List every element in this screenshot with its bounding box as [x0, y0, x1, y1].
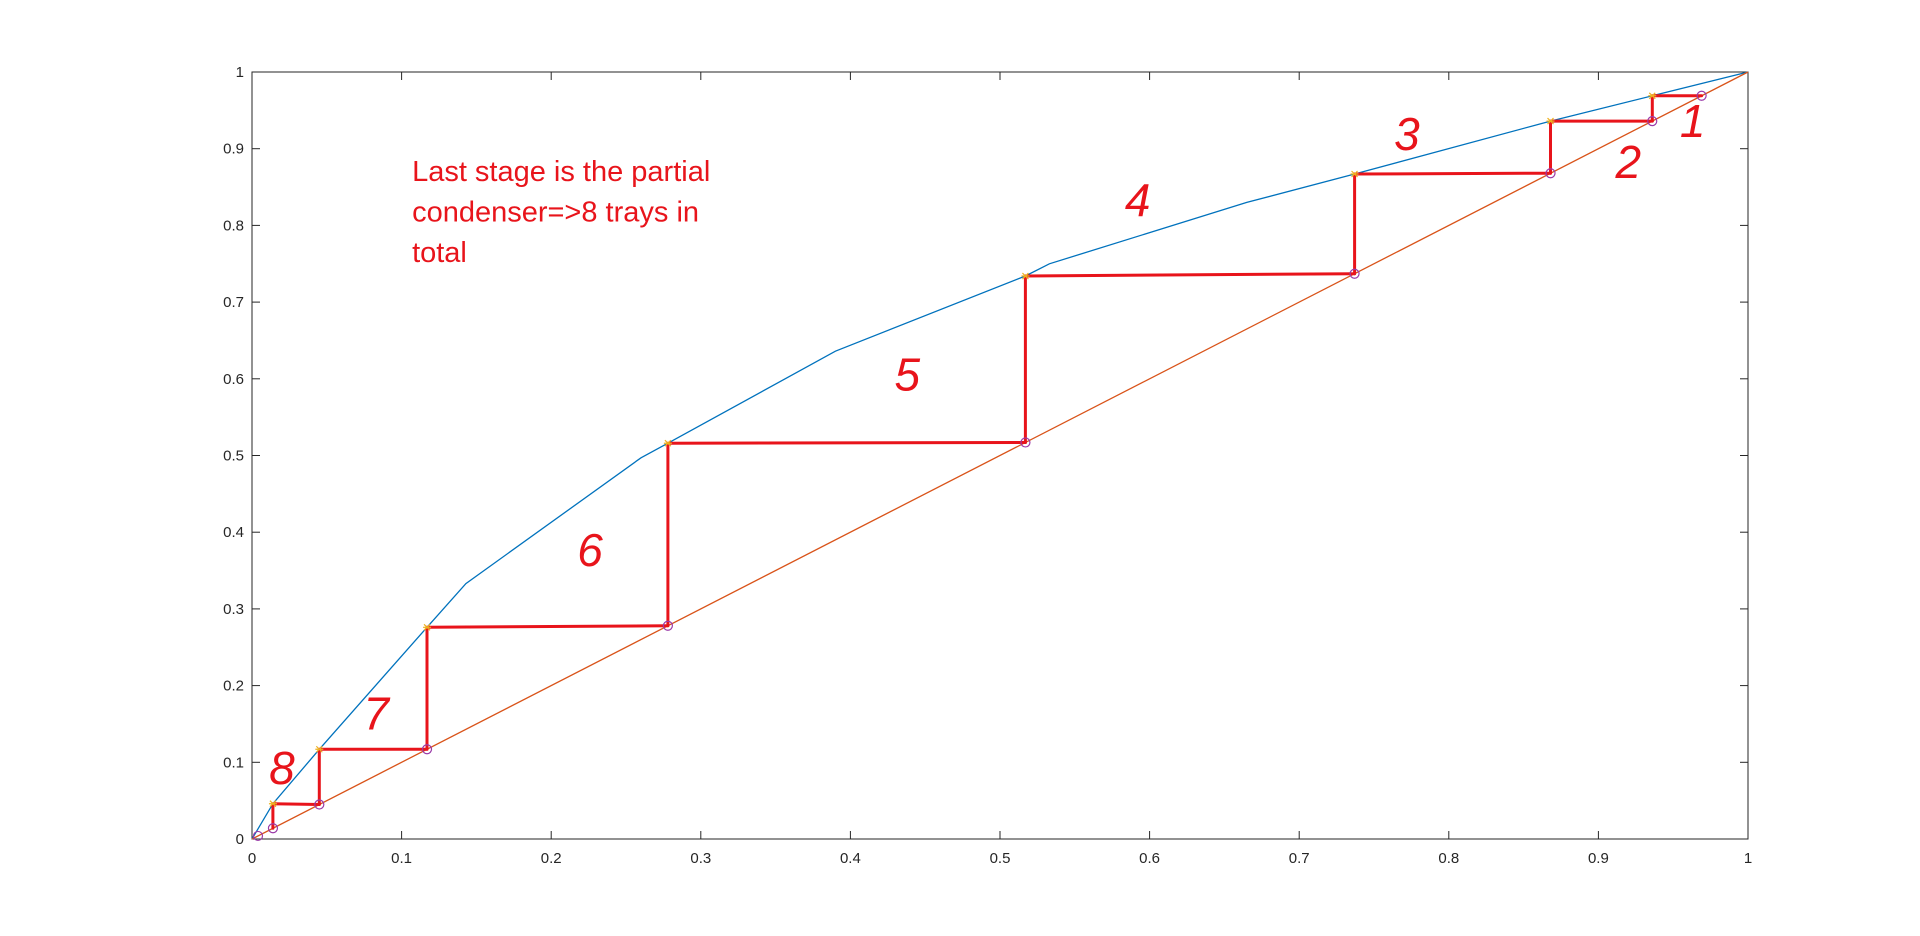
diagonal-circle-marker [314, 799, 325, 810]
diagonal-circle-marker [421, 744, 433, 755]
stage-number-label: 2 [1615, 136, 1642, 188]
stage-number-label: 7 [363, 687, 390, 739]
y-tick-label: 0.9 [223, 141, 244, 158]
diagonal-circle-marker [252, 830, 264, 842]
equilibrium-star-marker [1546, 117, 1555, 125]
diagonal-circle-marker [662, 620, 673, 631]
y-tick-label: 0.4 [223, 524, 244, 541]
stage-number-label: 5 [894, 348, 920, 400]
note-text-line: total [412, 237, 467, 269]
equilibrium-star-marker [663, 439, 672, 447]
note-text-line: Last stage is the partial [412, 156, 710, 188]
equilibrium-star-marker [1648, 92, 1657, 100]
stage-number-label: 3 [1394, 108, 1420, 160]
x-tick-label: 0.3 [690, 850, 711, 867]
data-series [251, 71, 1749, 840]
y-tick-label: 0.3 [223, 601, 244, 618]
x-tick-label: 0.2 [541, 850, 562, 867]
annotations: Last stage is the partial condenser=>8 tr… [269, 95, 1705, 794]
x-tick-label: 0.7 [1289, 850, 1310, 867]
diagonal-circle-marker [1647, 115, 1658, 127]
stage-number-label: 8 [269, 742, 295, 794]
y-tick-label: 0 [236, 831, 244, 848]
diagonal-circle-marker [1696, 90, 1707, 101]
x-tick-label: 0.5 [990, 850, 1011, 867]
equilibrium-star-marker [315, 745, 324, 753]
equilibrium-star-marker [1350, 170, 1359, 178]
note-text-line: condenser=>8 trays in [412, 197, 699, 229]
diagonal-line [251, 71, 1749, 840]
y-tick-label: 1 [236, 64, 244, 81]
x-tick-label: 0 [248, 850, 256, 867]
diagonal-circle-marker [1349, 268, 1360, 279]
equilibrium-star-marker [423, 623, 432, 631]
y-tick-label: 0.8 [223, 217, 244, 234]
x-tick-label: 1 [1744, 850, 1752, 867]
y-tick-label: 0.5 [223, 448, 244, 465]
x-tick-label: 0.4 [840, 850, 861, 867]
y-tick-label: 0.6 [223, 371, 244, 388]
data-markers [252, 90, 1707, 842]
diagonal-circle-marker [1020, 437, 1031, 448]
x-tick-label: 0.8 [1438, 850, 1459, 867]
equilibrium-star-marker [268, 800, 277, 808]
stage-number-label: 1 [1680, 95, 1706, 147]
axis-ticks: 0 0.1 0.2 0.3 0.4 0.5 0.6 0.7 0.8 0.9 1 0 0.1 0.2 0.3 0… [223, 64, 1752, 867]
equilibrium-curve-line [251, 71, 1749, 840]
stage-number-label: 4 [1125, 174, 1151, 226]
diagonal-circle-marker [267, 823, 279, 834]
y-tick-label: 0.7 [223, 294, 244, 311]
x-tick-label: 0.9 [1588, 850, 1609, 867]
x-tick-label: 0.6 [1139, 850, 1160, 867]
y-tick-label: 0.2 [223, 678, 244, 695]
diagonal-circle-marker [1545, 168, 1556, 179]
y-tick-label: 0.1 [223, 754, 244, 771]
x-tick-label: 0.1 [391, 850, 412, 867]
equilibrium-star-marker [1021, 272, 1030, 280]
stage-number-label: 6 [577, 524, 603, 576]
